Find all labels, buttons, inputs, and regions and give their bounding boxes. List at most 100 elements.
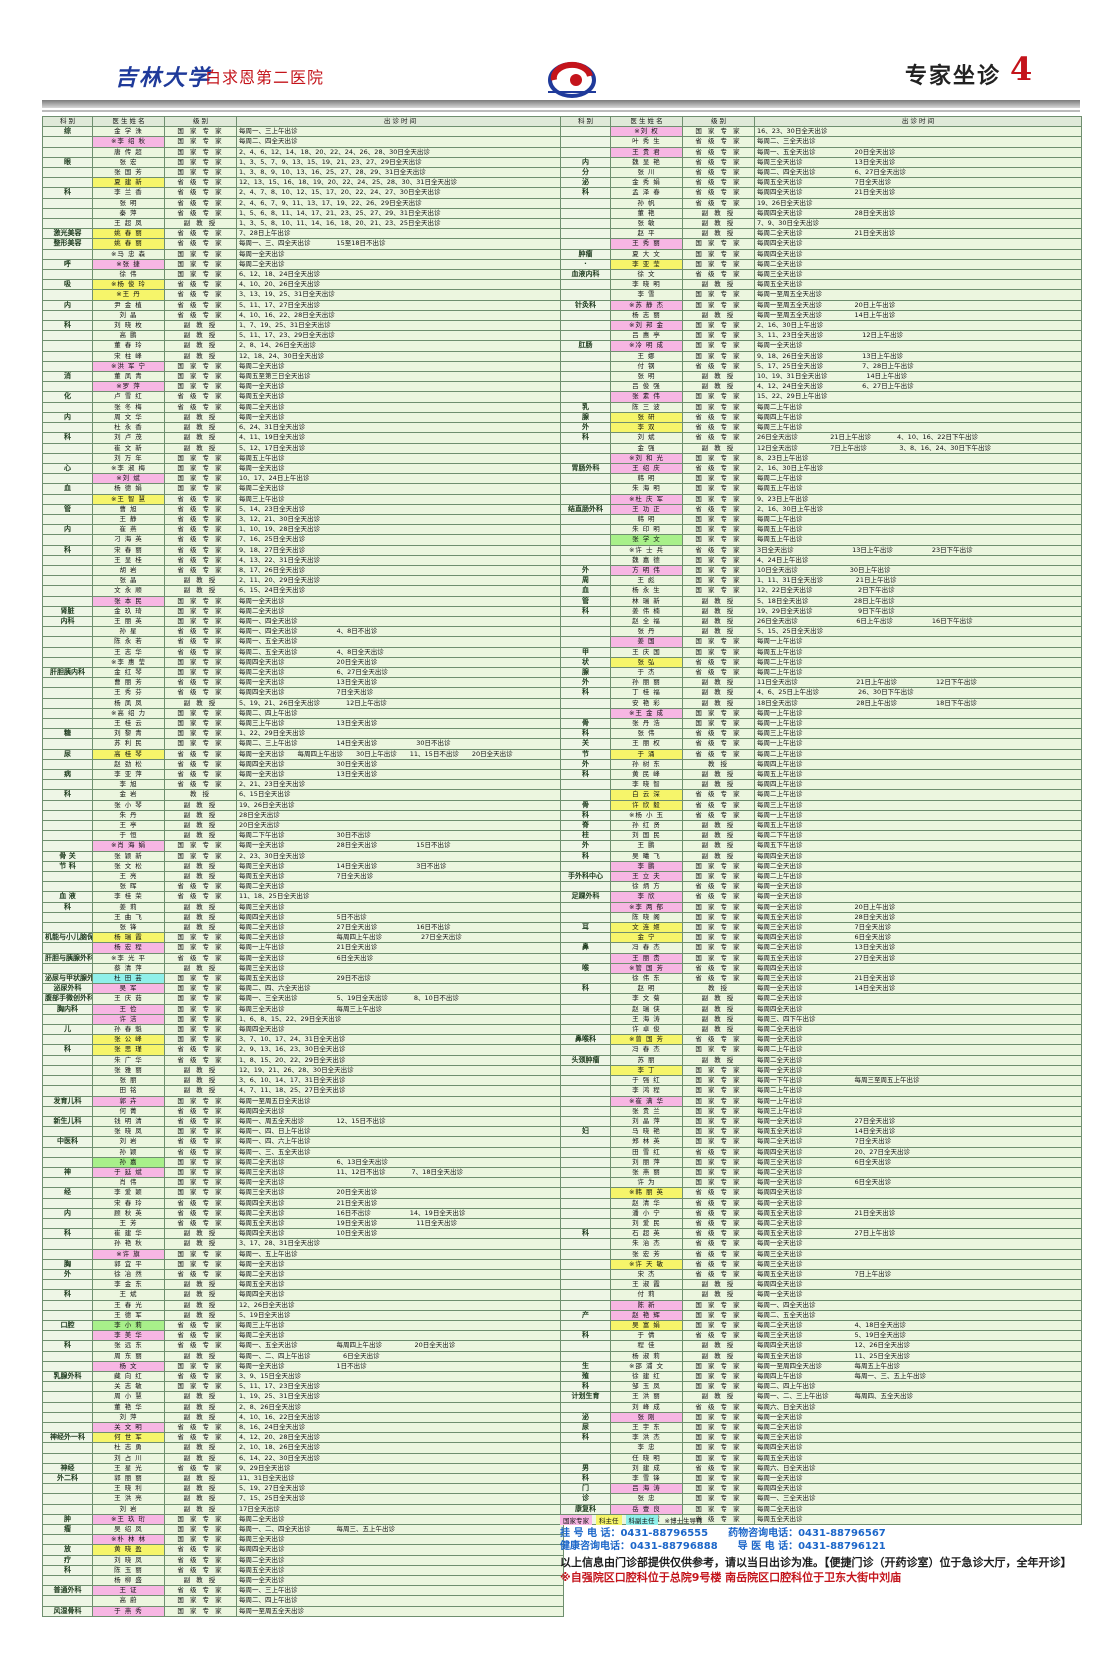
table-row: 胸郭 宜 平国 家 专 家每周一全天出诊 bbox=[42, 1258, 564, 1270]
table-row: 科姜 莉副 教 授每周三全天出诊 bbox=[42, 901, 564, 913]
table-row: 内科王 丽 英国 家 专 家每周一、四全天出诊 bbox=[42, 615, 564, 628]
table-row: 科姜 伟 楠副 教 授 19、29日全天出诊 9日下午出诊 bbox=[560, 605, 1082, 617]
dept-cell bbox=[560, 615, 611, 628]
clinic-time: 5、14、23日全天出诊 bbox=[236, 503, 564, 515]
table-row: 崔 文 新副 教 授 5、12、17日全天出诊 bbox=[42, 442, 564, 454]
clinic-time: 每周五上午出诊 bbox=[754, 768, 1082, 781]
doctor-title: 副 教 授 bbox=[164, 1493, 237, 1505]
table-row: 节 科张 文 松副 教 授每周三全天出诊 14日全天出诊 3日不出诊 bbox=[42, 860, 564, 873]
clinic-time: 每周二全天出诊 每周四上午出诊 27日全天出诊 bbox=[236, 932, 564, 944]
footer: 国家专家 科主任 科副主任 ※博士生导师 挂 号 电 话：0431-887965… bbox=[560, 1515, 1082, 1585]
dept-cell bbox=[560, 1166, 611, 1179]
clinic-time: 每周二全天出诊 7日全天出诊 bbox=[754, 1136, 1082, 1148]
table-row: 手外科中心王 立 夫国 家 专 家每周二上午出诊 bbox=[560, 871, 1082, 883]
doctor-title: 国 家 专 家 bbox=[164, 973, 237, 985]
table-row: 杨 柳 盛副 教 授每周一全天出诊 bbox=[42, 1575, 564, 1587]
doctor-title: 省 级 专 家 bbox=[164, 513, 237, 526]
dept-cell: 外 bbox=[560, 840, 611, 852]
dept-cell: 科 bbox=[42, 320, 93, 332]
doctor-title: 副 教 授 bbox=[164, 697, 237, 709]
clinic-time: 2、16、30日上午出诊 bbox=[754, 320, 1082, 332]
clinic-time: 2、4、6、7、9、11、13、17、19、22、26、29日全天出诊 bbox=[236, 197, 564, 209]
doctor-title: 省 级 专 家 bbox=[682, 1330, 755, 1342]
clinic-time: 4、10、16、22、28日全天出诊 bbox=[236, 309, 564, 322]
dept-cell: 乳腺外科 bbox=[42, 1370, 93, 1383]
clinic-time: 2、16、30日上午出诊 bbox=[754, 503, 1082, 515]
table-row: ※肖 海 娟国 家 专 家每周一全天出诊 28日全天出诊 15日不出诊 bbox=[42, 840, 564, 852]
table-row: 宋 杰省 级 专 家每周五全天出诊 7日上午出诊 bbox=[560, 1268, 1082, 1281]
table-row: 赵 平副 教 授每周二全天出诊 21日全天出诊 bbox=[560, 228, 1082, 240]
clinic-time: 每周四全天出诊 bbox=[754, 1279, 1082, 1291]
doctor-name: ※李 绍 秋 bbox=[92, 136, 165, 148]
doctor-name: ※朴 林 林 bbox=[92, 1534, 165, 1546]
doctor-name: 文 永 顺 bbox=[92, 585, 165, 597]
doctor-title: 副 教 授 bbox=[682, 371, 755, 383]
doctor-name: 田 雪 红 bbox=[610, 1146, 683, 1158]
clinic-time: 每周一、四全天出诊 bbox=[236, 615, 564, 628]
doctor-name: ※苏 静 杰 bbox=[610, 299, 683, 311]
doctor-name: 张 忠 bbox=[610, 1493, 683, 1505]
doctor-title: 省 级 专 家 bbox=[682, 156, 755, 169]
table-row: 生 ※邵 浦 文国 家 专 家每周一至周四全天出诊 每周五上午出诊 bbox=[560, 1360, 1082, 1372]
doctor-name: 徐 炳 方 bbox=[610, 881, 683, 893]
table-row: ※罗 萍国 家 专 家每周一全天出诊 bbox=[42, 381, 564, 393]
table-row: 刘 占 川副 教 授 6、14、22、30日全天出诊 bbox=[42, 1452, 564, 1464]
dept-cell: 鼻 bbox=[560, 942, 611, 954]
dept-cell: 妇 bbox=[560, 1126, 611, 1138]
doctor-name: 孙 星 bbox=[92, 626, 165, 638]
dept-cell: 产 bbox=[560, 1309, 611, 1321]
schedule-body-left: 综金 学 洙国 家 专 家每周一、三上午出诊 ※李 绍 秋国 家 专 家每周二、四… bbox=[42, 126, 564, 1617]
doctor-title: 省 级 专 家 bbox=[164, 309, 237, 322]
doctor-title: 国 家 专 家 bbox=[164, 728, 237, 740]
dept-cell bbox=[42, 1105, 93, 1117]
clinic-time: 每周五全天出诊 bbox=[236, 1564, 564, 1577]
doctor-title: 国 家 专 家 bbox=[164, 605, 237, 617]
doctor-name: 高 鹏 bbox=[92, 330, 165, 342]
doctor-name: 关 文 明 bbox=[92, 1421, 165, 1434]
doctor-name: ※刘 和 光 bbox=[610, 452, 683, 464]
doctor-name: 刘 国 民 bbox=[610, 830, 683, 842]
table-row: 肖 伟国 家 专 家每周一全天出诊 bbox=[42, 1177, 564, 1189]
doctor-name: 李 晓 智 bbox=[610, 779, 683, 791]
doctor-name: 孙 艳 秋 bbox=[92, 1238, 165, 1250]
table-row: 腹部手微创外科王 庆 茹国 家 专 家每周一、三全天出诊 5、19日全天出诊 8… bbox=[42, 993, 564, 1005]
doctor-name: 丁 桂 福 bbox=[610, 687, 683, 699]
table-row: 吕 惠 亭国 家 专 家 3、11、23日全天出诊 12日上午出诊 bbox=[560, 330, 1082, 342]
doctor-name: 高 桂 琴 bbox=[92, 748, 165, 760]
table-row: 肾脏金 玖 琦国 家 专 家每周二全天出诊 bbox=[42, 605, 564, 617]
doctor-name: 陈 玉 丽 bbox=[92, 1564, 165, 1577]
dept-cell: 心 bbox=[42, 462, 93, 475]
table-row: 秦 萍省 级 专 家 1、5、6、8、11、14、17、21、23、25、27、2… bbox=[42, 207, 564, 220]
doctor-name: 王 贵 君 bbox=[610, 146, 683, 158]
clinic-time: 1、3、8、9、10、13、16、25、27、28、29、31日全天出诊 bbox=[236, 167, 564, 179]
doctor-title: 国 家 专 家 bbox=[682, 248, 755, 260]
doctor-title: 省 级 专 家 bbox=[682, 973, 755, 985]
hotline-consult: 健康咨询电话：0431-88796888 导 医 电 话：0431-887961… bbox=[560, 1541, 886, 1552]
dept-cell bbox=[560, 1003, 611, 1015]
doctor-name: 王 春 光 bbox=[92, 1299, 165, 1311]
dept-cell bbox=[560, 1095, 611, 1107]
dept-cell bbox=[42, 1013, 93, 1026]
doctor-name: 张 燕 丽 bbox=[610, 1166, 683, 1179]
dept-cell bbox=[42, 1279, 93, 1291]
clinic-time: 8、23日上午出诊 bbox=[754, 452, 1082, 464]
table-row: 赵 瑞 侠副 教 授每周四全天出诊 bbox=[560, 1003, 1082, 1015]
dept-cell: 内 bbox=[42, 524, 93, 536]
dept-cell: 内科 bbox=[42, 615, 93, 628]
page-number: 4 bbox=[1010, 50, 1033, 88]
doctor-name: 张 刚 bbox=[610, 1411, 683, 1424]
doctor-title: 国 家 专 家 bbox=[164, 156, 237, 169]
doctor-name: 曹 旭 bbox=[92, 503, 165, 515]
doctor-title: 国 家 专 家 bbox=[164, 942, 237, 954]
doctor-title: 副 教 授 bbox=[164, 871, 237, 883]
dept-cell bbox=[42, 1085, 93, 1097]
clinic-time: 12、22日全天出诊 2日下午出诊 bbox=[754, 585, 1082, 597]
dept-cell bbox=[42, 146, 93, 158]
table-row: 肝胆与胰腺外科 ※李 光 平省 级 专 家每周一全天出诊 6日全天出诊 bbox=[42, 952, 564, 964]
dept-cell bbox=[42, 656, 93, 668]
table-row: 状张 弘省 级 专 家每周二上午出诊 bbox=[560, 656, 1082, 668]
doctor-name: 张 锋 bbox=[92, 922, 165, 934]
doctor-name: 徐 文 bbox=[610, 269, 683, 281]
doctor-name: ※张 捷 bbox=[92, 258, 165, 271]
dept-cell: 普通外科 bbox=[42, 1585, 93, 1597]
